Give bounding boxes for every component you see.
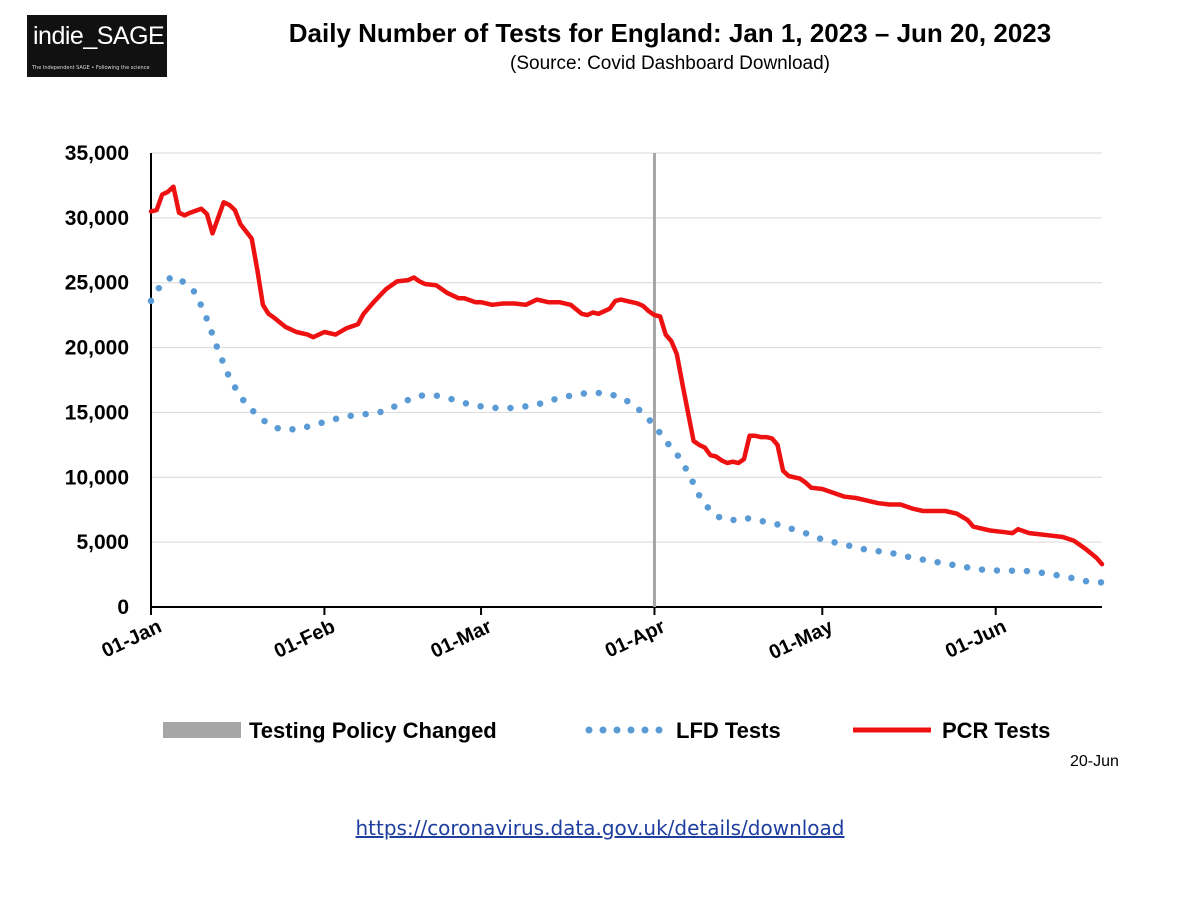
y-tick-label: 5,000 — [76, 531, 129, 554]
x-tick-label: 01-Mar — [427, 616, 495, 663]
y-tick-label: 20,000 — [65, 337, 129, 360]
y-tick-label: 0 — [117, 596, 129, 619]
legend-label-policy: Testing Policy Changed — [249, 718, 497, 743]
source-link[interactable]: https://coronavirus.data.gov.uk/details/… — [355, 816, 845, 840]
chart-subtitle: (Source: Covid Dashboard Download) — [510, 53, 830, 74]
legend-swatch-policy — [163, 722, 241, 738]
y-tick-label: 30,000 — [65, 207, 129, 230]
x-tick-label: 01-Jun — [942, 616, 1010, 663]
x-tick-label: 01-Jan — [98, 616, 165, 663]
legend-label-lfd: LFD Tests — [676, 718, 781, 743]
line-chart: 0 5,000 10,000 15,000 20,000 25,000 30,000 35,0… — [65, 142, 1106, 743]
y-tick-label: 35,000 — [65, 142, 129, 165]
x-tick-label: 01-May — [766, 615, 838, 664]
indie-sage-logo: indie_SAGE The Independent SAGE • Follow… — [27, 15, 167, 77]
logo-tagline: The Independent SAGE • Following the sci… — [32, 65, 150, 71]
last-date-note: 20-Jun — [1070, 753, 1119, 770]
y-tick-label: 10,000 — [65, 466, 129, 489]
chart-title: Daily Number of Tests for England: Jan 1… — [288, 18, 1052, 48]
y-tick-label: 15,000 — [65, 401, 129, 424]
x-tick-label: 01-Apr — [602, 616, 669, 663]
x-tick-label: 01-Feb — [271, 616, 339, 663]
logo-name: indie_SAGE — [33, 22, 165, 50]
y-tick-label: 25,000 — [65, 272, 129, 295]
legend-label-pcr: PCR Tests — [942, 718, 1050, 743]
pcr-tests-line — [148, 184, 1105, 567]
lfd-tests-line — [147, 272, 1106, 586]
